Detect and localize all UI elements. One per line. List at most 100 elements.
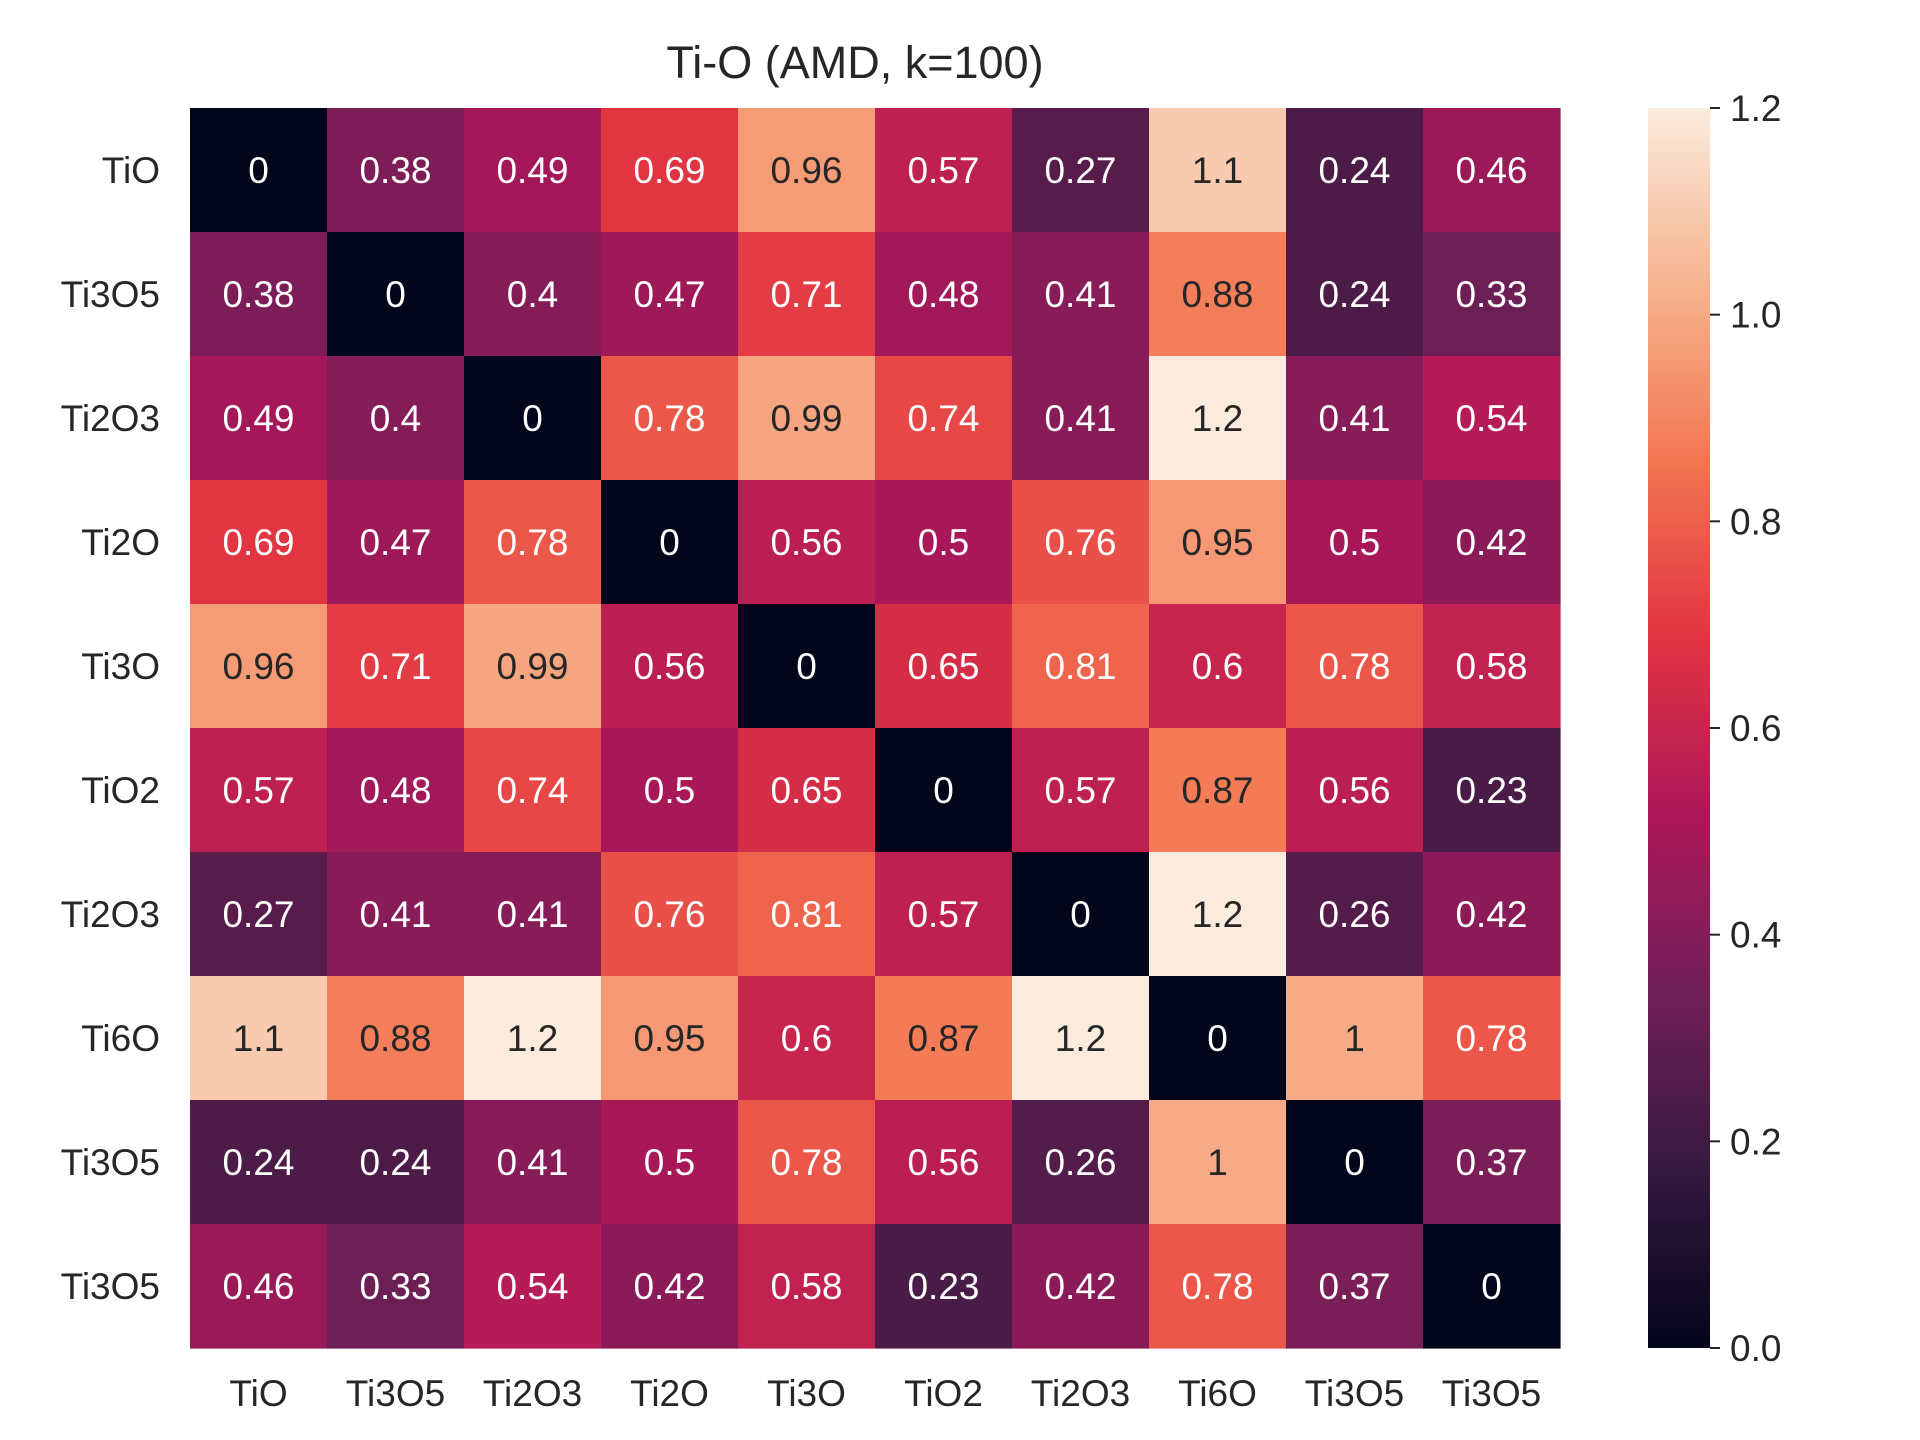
heatmap-cell (1423, 852, 1561, 977)
y-tick-label: Ti2O3 (61, 894, 160, 935)
y-tick-label: Ti2O3 (61, 398, 160, 439)
x-tick-label: Ti2O (630, 1373, 709, 1414)
heatmap-cell (601, 976, 739, 1101)
cell-value-label: 0.87 (1181, 770, 1253, 811)
cell-value-label: 0 (1207, 1018, 1228, 1059)
y-tick-label: TiO (102, 150, 160, 191)
heatmap-cell (327, 108, 465, 233)
cell-value-label: 0.41 (496, 1142, 568, 1183)
heatmap-cell (464, 1224, 602, 1349)
cell-value-label: 0.58 (1455, 646, 1527, 687)
cell-value-label: 0.71 (359, 646, 431, 687)
y-tick-label: Ti3O5 (61, 274, 160, 315)
heatmap-cell (1423, 728, 1561, 853)
cell-value-label: 0.47 (359, 522, 431, 563)
heatmap-cell (1149, 604, 1287, 729)
heatmap-cell (1423, 232, 1561, 357)
cell-value-label: 0.78 (1181, 1266, 1253, 1307)
colorbar-tick-label: 1.0 (1730, 295, 1781, 336)
colorbar-ticks: 0.0 0.2 0.4 0.6 0.8 1.0 1.2 (1710, 88, 1781, 1369)
colorbar-tick-label: 0.6 (1730, 708, 1781, 749)
colorbar-tick-label: 0.4 (1730, 915, 1781, 956)
heatmap-cell (464, 976, 602, 1101)
cell-value-label: 0.87 (907, 1018, 979, 1059)
cell-value-label: 1 (1207, 1142, 1228, 1183)
heatmap-cell (1012, 728, 1150, 853)
heatmap-cell (464, 1100, 602, 1225)
x-tick-label: Ti2O3 (483, 1373, 582, 1414)
heatmap-cell (738, 1100, 876, 1225)
heatmap-cell (875, 480, 1013, 605)
cell-value-label: 0.76 (1044, 522, 1116, 563)
heatmap-cell (327, 976, 465, 1101)
cell-value-label: 0.38 (222, 274, 294, 315)
cell-value-label: 0.71 (770, 274, 842, 315)
cell-value-label: 1.2 (1055, 1018, 1106, 1059)
cell-value-label: 0.88 (1181, 274, 1253, 315)
cell-value-label: 0.95 (633, 1018, 705, 1059)
cell-value-label: 0.33 (359, 1266, 431, 1307)
heatmap-cell (738, 108, 876, 233)
heatmap-cell (1149, 356, 1287, 481)
heatmap-cell (464, 480, 602, 605)
heatmap-cell (738, 852, 876, 977)
y-axis-tick-labels: TiO Ti3O5 Ti2O3 Ti2O Ti3O TiO2 Ti2O3 Ti6O Ti3O5 T… (61, 150, 160, 1307)
heatmap-cell (1423, 108, 1561, 233)
cell-value-label: 0.81 (770, 894, 842, 935)
heatmap-cell (1423, 976, 1561, 1101)
heatmap-cell (601, 728, 739, 853)
cell-value-label: 0.54 (1455, 398, 1527, 439)
heatmap-cell (875, 108, 1013, 233)
x-tick-label: TiO (229, 1373, 287, 1414)
colorbar-gradient (1648, 108, 1710, 1348)
cell-value-label: 0 (522, 398, 543, 439)
cell-value-label: 0.65 (907, 646, 979, 687)
x-tick-label: Ti3O5 (346, 1373, 445, 1414)
heatmap-cell (1149, 480, 1287, 605)
cell-value-label: 0.69 (222, 522, 294, 563)
x-axis-tick-labels: TiO Ti3O5 Ti2O3 Ti2O Ti3O TiO2 Ti2O3 Ti6O Ti3O5 T… (229, 1373, 1541, 1414)
cell-value-label: 0.96 (222, 646, 294, 687)
heatmap-cell (1286, 1100, 1424, 1225)
heatmap-cell (738, 356, 876, 481)
heatmap-cell (1149, 728, 1287, 853)
cell-value-label: 0.27 (1044, 150, 1116, 191)
heatmap-cell (1423, 480, 1561, 605)
heatmap-cell (190, 604, 328, 729)
cell-value-label: 0.41 (359, 894, 431, 935)
heatmap-cell (601, 852, 739, 977)
cell-value-label: 0.57 (907, 894, 979, 935)
cell-value-label: 0.74 (496, 770, 568, 811)
cell-value-label: 0.33 (1455, 274, 1527, 315)
heatmap-cell (1286, 480, 1424, 605)
heatmap-cell (1012, 232, 1150, 357)
cell-value-label: 1.2 (1192, 894, 1243, 935)
heatmap-cell (1012, 480, 1150, 605)
cell-value-label: 0.37 (1455, 1142, 1527, 1183)
heatmap-cell (1012, 604, 1150, 729)
heatmap-cell (190, 108, 328, 233)
heatmap-cell (1149, 976, 1287, 1101)
heatmap-cell (1423, 356, 1561, 481)
cell-value-label: 0.56 (770, 522, 842, 563)
cell-value-label: 0.76 (633, 894, 705, 935)
heatmap-cell (601, 108, 739, 233)
cell-value-label: 0.27 (222, 894, 294, 935)
heatmap-cell (327, 480, 465, 605)
cell-value-label: 0 (796, 646, 817, 687)
heatmap-cell (738, 976, 876, 1101)
heatmap-cell (1012, 1100, 1150, 1225)
heatmap-cell (1012, 976, 1150, 1101)
heatmap-cell (1423, 604, 1561, 729)
cell-value-label: 0.5 (644, 1142, 695, 1183)
cell-value-label: 0 (1344, 1142, 1365, 1183)
cell-value-label: 0.42 (633, 1266, 705, 1307)
heatmap-cell (1286, 108, 1424, 233)
cell-value-label: 0.24 (1318, 150, 1390, 191)
heatmap-cell (601, 356, 739, 481)
cell-value-label: 0.96 (770, 150, 842, 191)
cell-value-label: 0.41 (1044, 274, 1116, 315)
heatmap-cell (190, 976, 328, 1101)
heatmap-cell (464, 728, 602, 853)
heatmap-cell (738, 232, 876, 357)
